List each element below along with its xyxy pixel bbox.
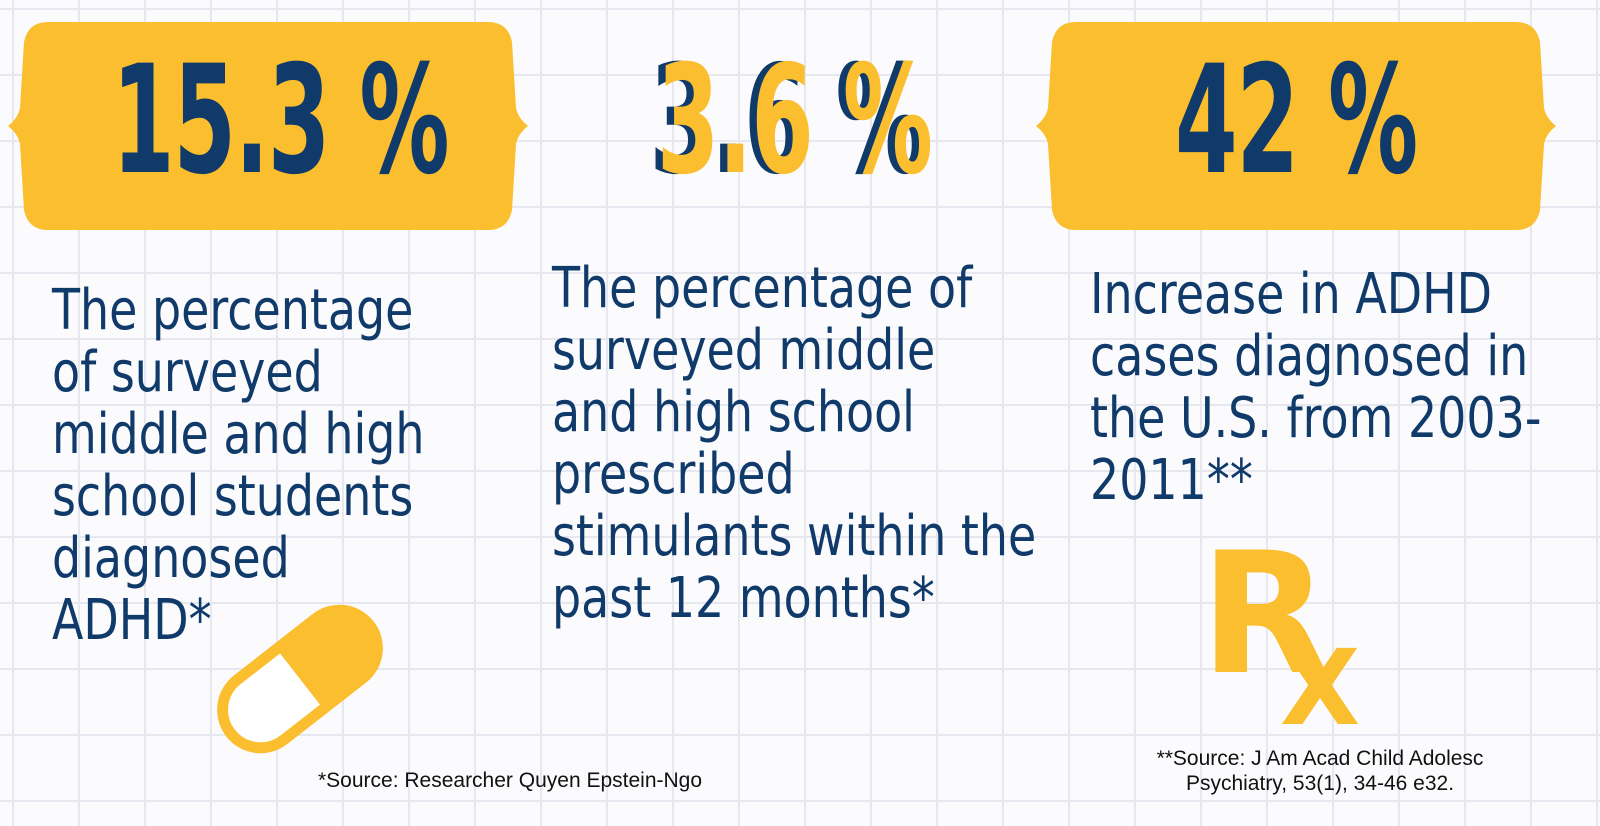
stat-2-line-4: prescribed [552,442,795,507]
stat-description-2: The percentage of surveyed middle and hi… [552,258,1036,630]
stat-2-line-5: stimulants within the [552,504,1037,569]
stat-1-line-5: diagnosed [52,526,290,591]
stat-2-line-2: surveyed middle [552,318,936,383]
stat-value-1: 15.3 % [112,34,450,208]
source-note-2: **Source: J Am Acad Child Adolesc Psychi… [1090,746,1550,796]
stat-1-line-1: The percentage [52,278,414,343]
source-note-2-line-1: **Source: J Am Acad Child Adolesc [1156,747,1484,770]
rx-prescription-icon: R X [1200,530,1360,730]
rx-x-glyph: X [1280,627,1360,730]
stat-3-line-3: the U.S. from 2003- [1090,386,1542,451]
stat-1-line-4: school students [52,464,414,529]
stat-description-3: Increase in ADHD cases diagnosed in the … [1090,264,1541,512]
stat-description-1: The percentage of surveyed middle and hi… [52,280,424,652]
source-note-2-line-2: Psychiatry, 53(1), 34-46 e32. [1185,772,1455,795]
stat-3-line-1: Increase in ADHD [1090,262,1493,327]
stat-2-line-1: The percentage of [552,256,973,321]
stat-3-line-2: cases diagnosed in [1090,324,1529,389]
stat-3-line-4: 2011** [1090,448,1253,513]
stat-card-1: 15.3 % [8,22,528,230]
source-note-1-text: *Source: Researcher Quyen Epstein-Ngo [317,769,703,792]
stat-2-line-3: and high school [552,380,915,445]
stat-value-2: 3.6 % [656,34,933,208]
stat-value-2-shadow: 3.6 % [649,34,926,208]
stat-1-line-2: of surveyed [52,340,323,405]
stat-card-2: 3.6 % 3.6 % [560,22,1020,230]
stat-1-line-3: middle and high [52,402,425,467]
rx-r-glyph: R [1200,530,1329,712]
stat-badge-1 [8,22,528,230]
stat-1-line-6: ADHD* [52,588,212,653]
pill-capsule-icon [217,604,383,754]
stat-2-line-6: past 12 months* [552,566,935,631]
stat-badge-3 [1036,22,1556,230]
source-note-1: *Source: Researcher Quyen Epstein-Ngo [270,768,750,793]
stat-card-3: 42 % [1036,22,1556,230]
stat-value-3: 42 % [1175,34,1418,208]
